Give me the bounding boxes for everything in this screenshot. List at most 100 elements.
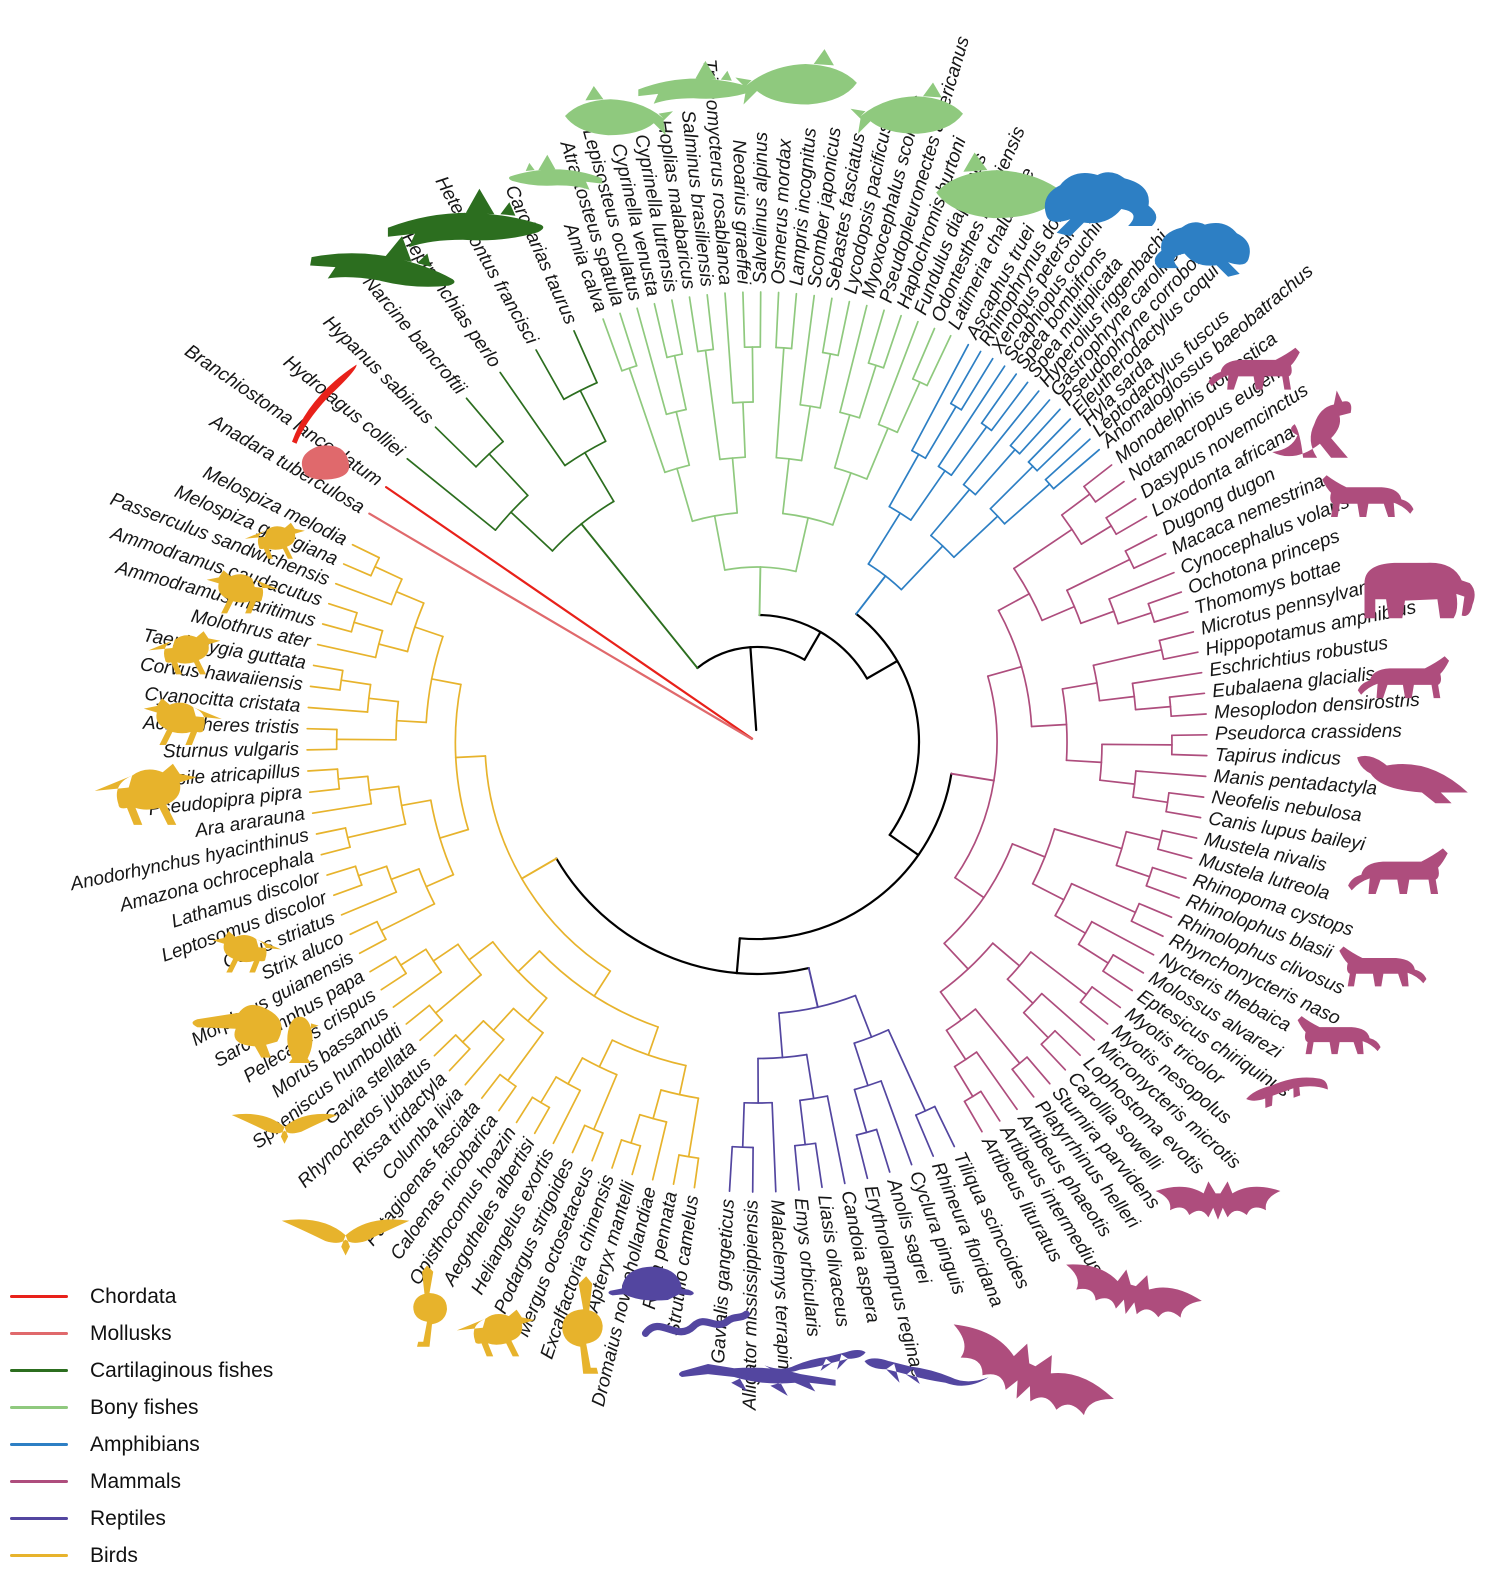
tree-branch bbox=[1106, 499, 1136, 518]
tree-branch bbox=[672, 300, 682, 354]
tree-branch bbox=[1062, 683, 1097, 689]
tree-branch bbox=[1014, 529, 1072, 568]
tree-branch bbox=[631, 1115, 640, 1143]
tree-branch bbox=[1041, 1044, 1065, 1070]
tree-branch bbox=[993, 943, 1020, 966]
legend-item-reptiles: Reptiles bbox=[10, 1500, 273, 1537]
tree-branch bbox=[370, 957, 396, 972]
tree-branch bbox=[807, 1055, 814, 1099]
tree-branch bbox=[1100, 780, 1135, 784]
tree-branch bbox=[796, 518, 808, 572]
tree-arc bbox=[916, 1107, 935, 1116]
tree-branch bbox=[517, 1097, 533, 1122]
tree-branch bbox=[884, 316, 902, 368]
tree-branch bbox=[336, 584, 392, 605]
legend-label: Chordata bbox=[90, 1285, 176, 1309]
tree-branch bbox=[955, 878, 984, 898]
tree-branch bbox=[982, 374, 1017, 423]
tree-branch bbox=[674, 1155, 680, 1184]
quadruped-icon bbox=[1348, 848, 1448, 894]
tree-branch bbox=[1012, 844, 1045, 857]
tree-branch bbox=[348, 824, 406, 838]
legend-label: Mollusks bbox=[90, 1322, 172, 1346]
tree-branch bbox=[675, 356, 687, 410]
tree-branch bbox=[341, 680, 370, 684]
tree-branch bbox=[426, 875, 453, 887]
tree-branch bbox=[855, 996, 871, 1038]
tree-branch bbox=[931, 490, 970, 536]
tree-branch bbox=[375, 567, 402, 579]
tree-branch bbox=[1027, 1057, 1050, 1084]
species-label: Sturnus vulgaris bbox=[163, 739, 300, 762]
tree-branch bbox=[1096, 482, 1125, 502]
tree-branch bbox=[867, 428, 888, 479]
legend-label: Amphibians bbox=[90, 1433, 200, 1457]
legend-label: Mammals bbox=[90, 1470, 181, 1494]
tree-branch bbox=[541, 1077, 556, 1103]
tree-branch bbox=[397, 721, 427, 723]
legend-item-mollusks: Mollusks bbox=[10, 1315, 273, 1352]
tree-branch bbox=[901, 546, 942, 590]
legend-item-birds: Birds bbox=[10, 1537, 273, 1574]
tree-branch bbox=[338, 776, 368, 779]
tree-branch bbox=[1055, 916, 1085, 934]
tree-arc bbox=[514, 1009, 544, 1033]
tree-arc bbox=[1079, 922, 1092, 945]
legend-item-amphibians: Amphibians bbox=[10, 1426, 273, 1463]
tree-branch bbox=[1116, 865, 1149, 876]
tree-arc bbox=[1103, 955, 1113, 971]
tree-branch bbox=[1024, 1013, 1048, 1038]
quadruped-icon bbox=[1298, 1016, 1381, 1054]
tree-branch bbox=[802, 406, 811, 460]
backbone-branch bbox=[522, 859, 557, 879]
tree-branch bbox=[1080, 1002, 1107, 1024]
tree-branch bbox=[1081, 611, 1114, 623]
tree-branch bbox=[1100, 697, 1135, 701]
tree-branch bbox=[1125, 535, 1156, 551]
root-branch bbox=[750, 647, 756, 730]
tree-arc bbox=[889, 507, 911, 520]
legend-swatch-cartilaginous_fishes bbox=[10, 1369, 68, 1372]
tree-branch bbox=[379, 644, 408, 652]
legend-label: Cartilaginous fishes bbox=[90, 1359, 273, 1383]
tree-branch bbox=[935, 1107, 955, 1147]
tree-branch bbox=[535, 1108, 550, 1134]
tree-branch bbox=[1032, 725, 1067, 727]
tree-arc bbox=[879, 425, 898, 433]
tree-branch bbox=[975, 1009, 1019, 1063]
tree-branch bbox=[888, 1030, 925, 1111]
legend-swatch-reptiles bbox=[10, 1517, 68, 1520]
tree-branch bbox=[1113, 955, 1143, 973]
fish-icon bbox=[735, 49, 857, 104]
tree-branch bbox=[360, 939, 386, 953]
tree-branch bbox=[1084, 465, 1112, 487]
tree-arc bbox=[1116, 832, 1126, 866]
tree-arc bbox=[396, 957, 407, 974]
tree-branch bbox=[1159, 632, 1193, 641]
quadruped-icon bbox=[1322, 475, 1413, 517]
quadruped-icon bbox=[1339, 947, 1426, 987]
tree-branch bbox=[1042, 607, 1074, 621]
tree-arc bbox=[776, 348, 792, 349]
tree-branch bbox=[1133, 797, 1168, 802]
tree-branch bbox=[916, 1115, 933, 1156]
tree-branch bbox=[1102, 744, 1172, 745]
tree-branch bbox=[369, 787, 398, 791]
tree-branch bbox=[981, 1091, 1000, 1121]
tree-branch bbox=[1031, 952, 1087, 995]
tree-branch bbox=[314, 665, 343, 670]
tree-branch bbox=[344, 564, 371, 576]
tree-branch bbox=[381, 973, 406, 989]
tree-branch bbox=[467, 398, 504, 441]
bat-icon bbox=[1058, 1254, 1205, 1332]
tree-arc bbox=[913, 379, 927, 386]
tree-arc bbox=[733, 402, 753, 403]
tree-branch bbox=[350, 922, 377, 935]
tree-branch bbox=[585, 453, 614, 502]
tree-branch bbox=[629, 368, 665, 472]
tree-branch bbox=[327, 866, 355, 875]
tree-branch bbox=[951, 427, 986, 476]
tree-branch bbox=[433, 944, 458, 961]
